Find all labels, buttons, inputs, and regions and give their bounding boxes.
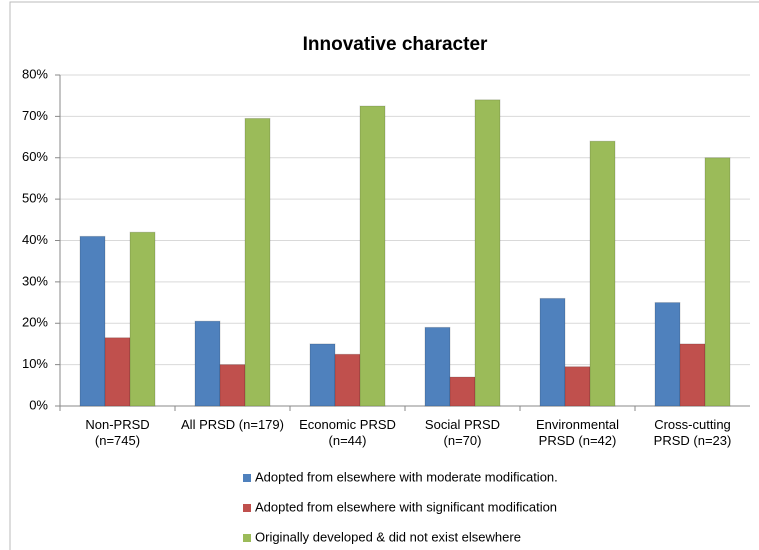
- bar: [359, 105, 386, 407]
- bar: [539, 297, 566, 407]
- y-tick-label: 10%: [22, 356, 48, 371]
- y-tick-label: 20%: [22, 315, 48, 330]
- legend-label: Adopted from elsewhere with moderate mod…: [255, 469, 558, 484]
- bar: [424, 326, 451, 407]
- bar: [309, 343, 336, 407]
- y-tick-label: 50%: [22, 191, 48, 206]
- y-tick-label: 60%: [22, 149, 48, 164]
- bar: [564, 366, 591, 407]
- x-tick-label: All PRSD (n=179): [181, 417, 284, 432]
- bar: [194, 320, 221, 407]
- y-tick-label: 0%: [29, 397, 48, 412]
- x-tick-label: Environmental PRSD (n=42): [535, 417, 620, 448]
- bar: [654, 302, 681, 407]
- legend-label: Originally developed & did not exist els…: [255, 529, 521, 544]
- bar: [474, 99, 501, 407]
- y-tick-label: 70%: [22, 108, 48, 123]
- legend-swatch: [243, 504, 251, 512]
- x-tick-label: Social PRSD (n=70): [424, 417, 501, 448]
- bar: [334, 353, 361, 407]
- x-tick-label: Non-PRSD (n=745): [85, 417, 150, 448]
- bar: [589, 140, 616, 407]
- y-tick-label: 80%: [22, 66, 48, 81]
- x-tick-label: Economic PRSD (n=44): [299, 417, 396, 448]
- legend-label: Adopted from elsewhere with significant …: [255, 499, 557, 514]
- legend-swatch: [243, 474, 251, 482]
- bar: [104, 337, 131, 407]
- bar: [704, 157, 731, 407]
- bar: [449, 376, 476, 407]
- y-tick-label: 30%: [22, 273, 48, 288]
- chart-title: Innovative character: [303, 34, 488, 55]
- x-tick-label: Cross-cutting PRSD (n=23): [653, 417, 732, 448]
- legend-swatch: [243, 534, 251, 542]
- bar: [219, 364, 246, 407]
- bar: [79, 235, 106, 407]
- bar: [244, 117, 271, 407]
- bar: [679, 343, 706, 407]
- bar: [129, 231, 156, 407]
- y-tick-label: 40%: [22, 232, 48, 247]
